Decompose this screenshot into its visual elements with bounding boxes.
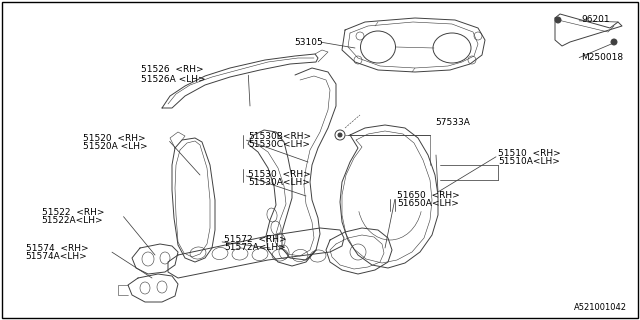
Text: 96201: 96201 <box>581 15 610 24</box>
Text: 51520  <RH>: 51520 <RH> <box>83 134 146 143</box>
Text: 51574A<LH>: 51574A<LH> <box>26 252 87 261</box>
Text: 51650  <RH>: 51650 <RH> <box>397 191 460 200</box>
Text: 51530A<LH>: 51530A<LH> <box>248 178 310 187</box>
Text: 51530B<RH>: 51530B<RH> <box>248 132 312 141</box>
Text: 51572  <RH>: 51572 <RH> <box>224 235 287 244</box>
Text: 57533A: 57533A <box>435 118 470 127</box>
Circle shape <box>555 17 561 23</box>
Text: 51530C<LH>: 51530C<LH> <box>248 140 310 149</box>
Text: 51520A <LH>: 51520A <LH> <box>83 142 148 151</box>
Text: 51650A<LH>: 51650A<LH> <box>397 199 459 208</box>
Text: 51510A<LH>: 51510A<LH> <box>498 157 560 166</box>
Text: 51526A <LH>: 51526A <LH> <box>141 75 205 84</box>
Text: 51574  <RH>: 51574 <RH> <box>26 244 88 253</box>
Text: 53105: 53105 <box>294 38 323 47</box>
Text: 51526  <RH>: 51526 <RH> <box>141 65 204 74</box>
Text: 51522A<LH>: 51522A<LH> <box>42 216 103 225</box>
Text: 51530  <RH>: 51530 <RH> <box>248 170 311 179</box>
Text: 51572A<LH>: 51572A<LH> <box>224 243 285 252</box>
Text: A521001042: A521001042 <box>574 303 627 312</box>
Circle shape <box>611 39 617 45</box>
Text: M250018: M250018 <box>581 53 623 62</box>
Circle shape <box>338 133 342 137</box>
Text: 51510  <RH>: 51510 <RH> <box>498 149 561 158</box>
Text: 51522  <RH>: 51522 <RH> <box>42 208 104 217</box>
